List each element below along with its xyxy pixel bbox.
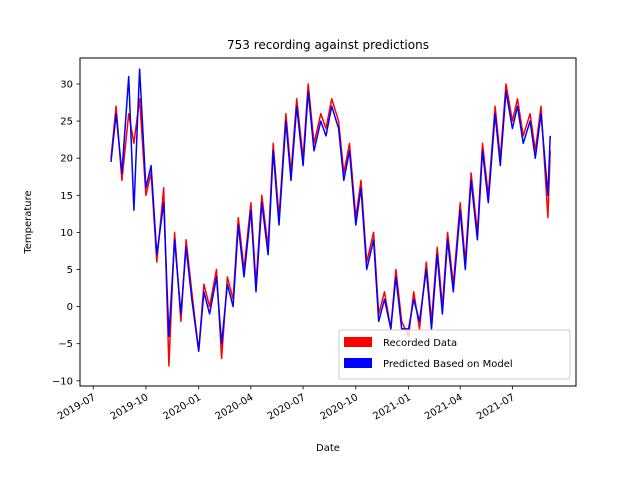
y-axis-ticks: −10 −5 0 5 10 15 20 25 30	[52, 79, 80, 387]
legend-label-recorded: Recorded Data	[383, 338, 457, 349]
y-tick-label: 20	[60, 154, 73, 165]
y-tick-label: 15	[60, 191, 73, 202]
legend-box	[338, 329, 571, 380]
y-tick-label: 0	[67, 302, 73, 313]
legend-swatch-recorded	[344, 337, 372, 347]
plot-frame	[79, 57, 577, 387]
y-tick-label: 25	[60, 117, 73, 128]
y-tick-label: 30	[60, 79, 73, 90]
legend-swatch-predicted	[344, 358, 372, 368]
y-tick-label: −5	[58, 339, 73, 350]
chart-title: 753 recording against predictions	[227, 38, 429, 52]
x-axis-label: Date	[316, 443, 340, 454]
y-tick-label: 10	[60, 228, 73, 239]
legend-label-predicted: Predicted Based on Model	[383, 359, 513, 370]
y-axis-label: Temperature	[23, 190, 34, 254]
y-tick-label: 5	[67, 265, 73, 276]
series-layer	[110, 68, 551, 367]
y-tick-label: −10	[52, 376, 73, 387]
series-line-predicted	[110, 68, 551, 352]
legend: Recorded Data Predicted Based on Model	[338, 329, 571, 380]
